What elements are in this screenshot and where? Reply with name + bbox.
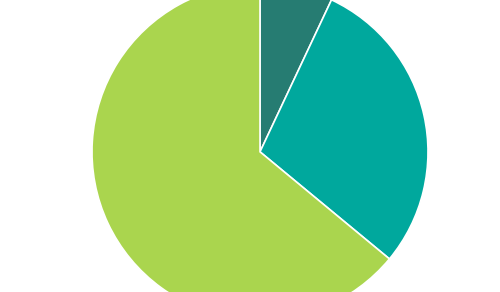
Text: 7%: 7% <box>302 66 328 81</box>
Wedge shape <box>92 0 390 292</box>
Text: Two dimensions: Two dimensions <box>266 51 364 64</box>
Wedge shape <box>260 0 332 152</box>
Wedge shape <box>260 0 428 259</box>
Text: Three dimensions: Three dimensions <box>298 130 408 143</box>
Text: Four dimensions: Four dimensions <box>122 168 224 181</box>
Text: 29%: 29% <box>334 145 371 159</box>
Text: 64 %: 64 % <box>152 183 194 198</box>
